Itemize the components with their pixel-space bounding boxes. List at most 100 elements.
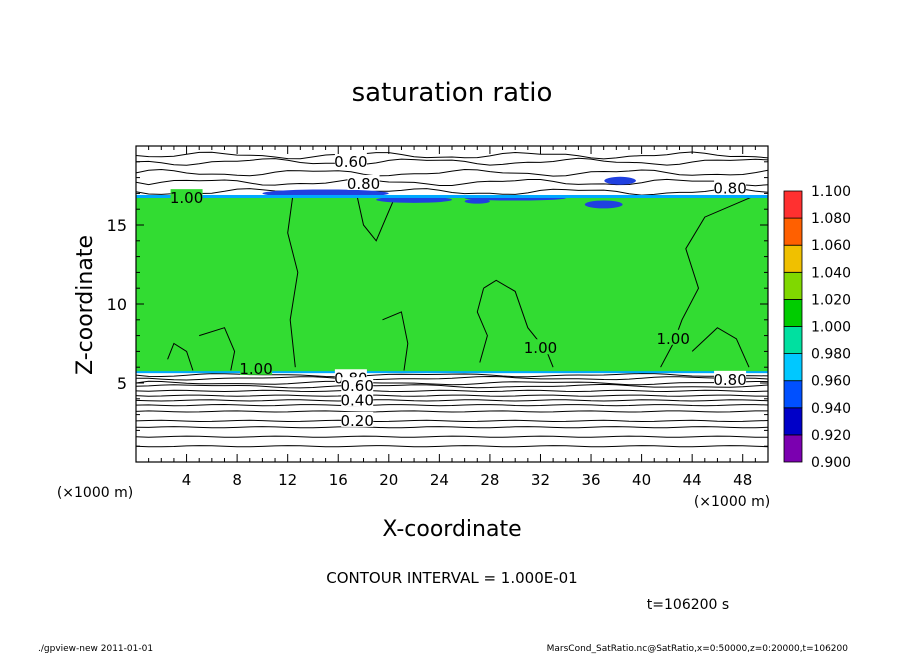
footer-left: ./gpview-new 2011-01-01 (38, 644, 153, 654)
x-unit-left-label: (×1000 m) (57, 485, 133, 501)
colorbar-label: 1.040 (811, 265, 851, 281)
x-tick-label: 4 (182, 471, 192, 489)
colorbar-swatch (783, 190, 803, 219)
x-tick-label: 48 (733, 471, 752, 489)
contour-line-lower (135, 389, 769, 393)
contour-label: 0.60 (340, 377, 373, 395)
contour-label-bg (524, 339, 557, 355)
colorbar-swatch (783, 326, 803, 355)
contour-line-lower (135, 380, 769, 386)
x-tick-label: 40 (632, 471, 651, 489)
colorbar-swatch (783, 380, 803, 409)
contour-line-1-00 (382, 311, 409, 371)
colorbar: 1.100 1.080 1.060 1.040 1.020 1.000 0.980 0.960… (783, 184, 851, 471)
contour-line-upper (135, 187, 769, 196)
x-tick-label: 12 (278, 471, 297, 489)
colorbar-label: 1.080 (811, 211, 851, 227)
contour-label: 0.40 (340, 391, 373, 409)
contour-label: 0.80 (713, 371, 746, 389)
colorbar-swatch (783, 407, 803, 436)
contour-label: 1.00 (170, 189, 203, 207)
y-tick-label: 10 (107, 295, 127, 314)
colorbar-swatch (783, 298, 803, 327)
contour-label-bg (347, 174, 380, 190)
undersaturation-patch (376, 196, 452, 203)
layer-top-edge (136, 194, 768, 198)
colorbar-label: 1.000 (811, 320, 851, 336)
contour-line-lower (135, 394, 769, 397)
contour-line-upper (135, 157, 769, 166)
contour-line-1-00 (199, 327, 236, 371)
x-tick-label: 16 (329, 471, 348, 489)
colorbar-swatch (783, 244, 803, 273)
contour-line-1-00 (287, 196, 299, 368)
contour-line-lower (135, 399, 769, 402)
y-tick-label: 5 (117, 374, 127, 393)
x-unit-right-label: (×1000 m) (694, 494, 770, 510)
contour-label-bg (240, 359, 273, 375)
colorbar-label: 0.960 (811, 374, 851, 390)
undersaturation-patch (604, 176, 636, 185)
contour-label-bg (341, 391, 374, 407)
contour-lines (135, 151, 769, 448)
contour-label-bg (170, 189, 203, 205)
x-axis-ticks: 4 8 12 16 20 24 28 32 36 40 44 48 (148, 146, 756, 489)
contour-line-lower (135, 410, 768, 413)
colorbar-swatch (783, 271, 803, 300)
contour-line-1-00 (691, 327, 750, 368)
colorbar-swatch (783, 353, 803, 382)
contour-line-lower (135, 375, 769, 381)
contour-label-bg (341, 377, 374, 393)
contour-label: 1.00 (656, 330, 689, 348)
x-tick-label: 24 (430, 471, 449, 489)
contour-label-bg (714, 370, 747, 386)
colorbar-label: 0.920 (811, 428, 851, 444)
colorbar-swatch (783, 217, 803, 246)
x-tick-label: 32 (531, 471, 550, 489)
undersaturation-patch (464, 198, 490, 204)
contour-line-lower (135, 383, 769, 389)
colorbar-label: 1.020 (811, 292, 851, 308)
y-axis-ticks: 5 10 15 (107, 161, 768, 447)
colorbar-label: 0.940 (811, 401, 851, 417)
contour-label: 0.60 (334, 153, 367, 171)
colorbar-label: 0.900 (811, 455, 851, 471)
contour-label-group: 0.600.801.000.801.001.001.000.800.600.40… (170, 152, 747, 430)
contour-label-bg (334, 152, 367, 168)
contour-line-1-00 (356, 196, 396, 242)
colorbar-label: 1.060 (811, 238, 851, 254)
contour-line-lower (135, 445, 769, 448)
undersaturation-patches (136, 176, 768, 374)
contour-label: 0.80 (713, 180, 746, 198)
y-tick-label: 15 (107, 216, 127, 235)
contour-line-lower (135, 419, 769, 423)
contour-label-bg (657, 329, 690, 345)
x-tick-label: 20 (379, 471, 398, 489)
contour-line-upper (135, 178, 769, 187)
contour-line-lower (135, 435, 768, 438)
contour-line-lower (135, 426, 769, 429)
colorbar-label: 0.980 (811, 347, 851, 363)
contour-label: 0.20 (340, 412, 373, 430)
footer-right: MarsCond_SatRatio.nc@SatRatio,x=0:50000,… (547, 644, 849, 654)
contour-label: 0.80 (347, 175, 380, 193)
colorbar-swatch (783, 434, 803, 463)
contour-line-lower (135, 403, 769, 407)
contour-line-1-00 (167, 342, 194, 371)
time-label: t=106200 s (647, 597, 729, 613)
undersaturation-patch (584, 200, 623, 209)
layer-bottom-edge (136, 371, 768, 374)
contour-label: 1.00 (524, 339, 557, 357)
contour-label: 1.00 (239, 360, 272, 378)
y-axis-label: Z-coordinate (73, 235, 98, 375)
x-tick-label: 36 (581, 471, 600, 489)
contour-interval-label: CONTOUR INTERVAL = 1.000E-01 (326, 569, 577, 587)
contour-label-bg (341, 411, 374, 427)
contour-line-upper (135, 168, 769, 177)
contour-line-1-00 (476, 288, 488, 363)
x-tick-label: 28 (480, 471, 499, 489)
x-axis-label: X-coordinate (382, 517, 521, 542)
x-tick-label: 44 (683, 471, 702, 489)
plot-area: 0.600.801.000.801.001.001.000.800.600.40… (135, 145, 769, 463)
